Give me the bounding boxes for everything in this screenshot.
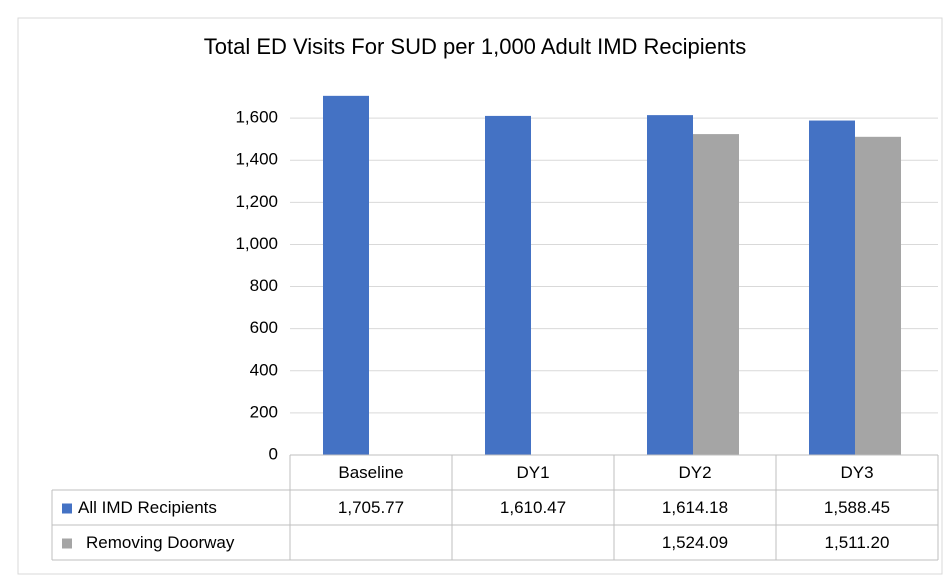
x-tick-label: Baseline bbox=[338, 463, 403, 482]
bar bbox=[855, 136, 901, 455]
chart-frame bbox=[17, 17, 943, 575]
x-tick-label: DY2 bbox=[678, 463, 711, 482]
y-tick-label: 400 bbox=[250, 360, 278, 379]
data-label: 1,610.47 bbox=[500, 498, 566, 517]
legend-label: All IMD Recipients bbox=[78, 498, 217, 517]
y-tick-label: 1,000 bbox=[235, 234, 278, 253]
x-tick-label: DY1 bbox=[516, 463, 549, 482]
y-tick-label: 0 bbox=[269, 444, 278, 463]
y-tick-label: 1,400 bbox=[235, 150, 278, 169]
data-label: 1,588.45 bbox=[824, 498, 890, 517]
bar bbox=[485, 115, 531, 456]
legend-label: Removing Doorway bbox=[86, 533, 235, 552]
legend-swatch bbox=[62, 503, 72, 514]
bar bbox=[323, 95, 369, 456]
y-tick-label: 200 bbox=[250, 402, 278, 421]
y-tick-label: 800 bbox=[250, 276, 278, 295]
y-tick-label: 600 bbox=[250, 318, 278, 337]
data-label: 1,524.09 bbox=[662, 533, 728, 552]
y-tick-label: 1,600 bbox=[235, 108, 278, 127]
legend-swatch bbox=[62, 538, 72, 549]
data-label: 1,705.77 bbox=[338, 498, 404, 517]
bar bbox=[809, 120, 855, 455]
data-label: 1,614.18 bbox=[662, 498, 728, 517]
chart-title: Total ED Visits For SUD per 1,000 Adult … bbox=[204, 34, 746, 59]
bar bbox=[693, 134, 739, 455]
y-tick-label: 1,200 bbox=[235, 192, 278, 211]
bar bbox=[647, 115, 693, 456]
data-label: 1,511.20 bbox=[825, 533, 890, 552]
x-tick-label: DY3 bbox=[840, 463, 873, 482]
